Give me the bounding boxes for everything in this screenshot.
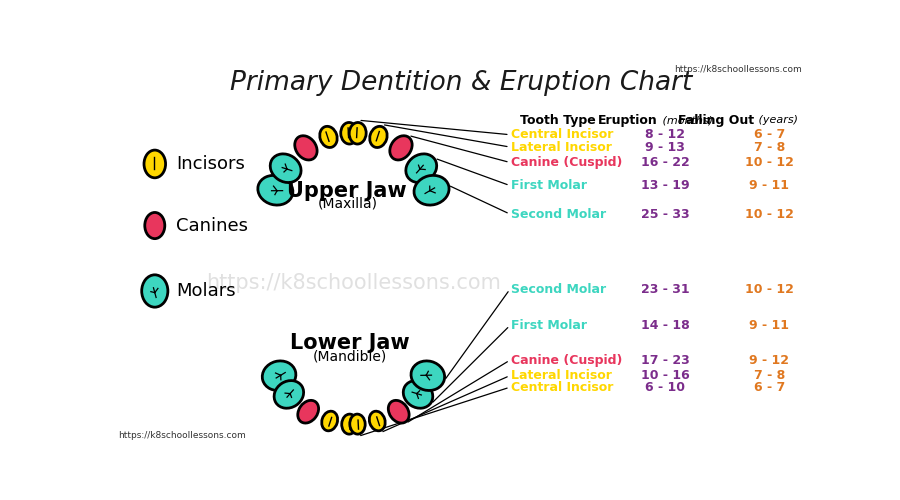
Text: Primary Dentition & Eruption Chart: Primary Dentition & Eruption Chart — [230, 70, 692, 96]
Ellipse shape — [369, 411, 385, 431]
Ellipse shape — [411, 361, 445, 390]
Text: Lateral Incisor: Lateral Incisor — [511, 140, 612, 153]
Ellipse shape — [298, 400, 319, 423]
Text: 16 - 22: 16 - 22 — [641, 156, 689, 169]
Text: Lower Jaw: Lower Jaw — [290, 334, 410, 353]
Text: Falling Out: Falling Out — [678, 114, 754, 126]
Text: 9 - 11: 9 - 11 — [749, 179, 789, 192]
Text: (Mandible): (Mandible) — [312, 350, 387, 364]
Ellipse shape — [274, 380, 303, 408]
Text: 10 - 12: 10 - 12 — [745, 156, 794, 169]
Text: 25 - 33: 25 - 33 — [641, 208, 689, 220]
Text: Molars: Molars — [176, 282, 236, 300]
Text: 9 - 13: 9 - 13 — [645, 140, 685, 153]
Ellipse shape — [321, 411, 338, 431]
Text: Lateral Incisor: Lateral Incisor — [511, 369, 612, 382]
Text: 6 - 7: 6 - 7 — [753, 128, 785, 141]
Ellipse shape — [342, 414, 357, 434]
Text: 13 - 19: 13 - 19 — [641, 179, 689, 192]
Text: 8 - 12: 8 - 12 — [645, 128, 685, 141]
Ellipse shape — [350, 414, 365, 434]
Ellipse shape — [370, 126, 387, 148]
Text: 10 - 12: 10 - 12 — [745, 208, 794, 220]
Text: Incisors: Incisors — [176, 155, 245, 173]
Ellipse shape — [388, 400, 410, 423]
Text: Second Molar: Second Molar — [511, 208, 607, 220]
Text: Canine (Cuspid): Canine (Cuspid) — [511, 156, 623, 169]
Ellipse shape — [270, 154, 302, 182]
Text: Tooth Type: Tooth Type — [519, 114, 596, 126]
Text: 10 - 12: 10 - 12 — [745, 283, 794, 296]
Ellipse shape — [403, 380, 433, 408]
Text: 7 - 8: 7 - 8 — [753, 140, 785, 153]
Ellipse shape — [141, 275, 168, 307]
Text: (months): (months) — [659, 115, 713, 125]
Text: Canine (Cuspid): Canine (Cuspid) — [511, 354, 623, 367]
Text: 9 - 11: 9 - 11 — [749, 319, 789, 332]
Text: 23 - 31: 23 - 31 — [641, 283, 689, 296]
Text: 7 - 8: 7 - 8 — [753, 369, 785, 382]
Text: 9 - 12: 9 - 12 — [749, 354, 789, 367]
Ellipse shape — [390, 136, 412, 160]
Ellipse shape — [349, 122, 366, 144]
Text: 6 - 10: 6 - 10 — [645, 381, 685, 394]
Text: 14 - 18: 14 - 18 — [641, 319, 689, 332]
Text: Canines: Canines — [176, 216, 248, 234]
Text: Eruption: Eruption — [598, 114, 658, 126]
Text: Second Molar: Second Molar — [511, 283, 607, 296]
Text: https://k8schoollessons.com: https://k8schoollessons.com — [675, 66, 803, 74]
Ellipse shape — [145, 212, 165, 238]
Text: Central Incisor: Central Incisor — [511, 128, 614, 141]
Text: (years): (years) — [755, 115, 798, 125]
Text: Upper Jaw: Upper Jaw — [287, 181, 407, 201]
Ellipse shape — [144, 150, 166, 178]
Ellipse shape — [320, 126, 338, 148]
Ellipse shape — [257, 176, 292, 205]
Text: 10 - 16: 10 - 16 — [641, 369, 689, 382]
Ellipse shape — [341, 122, 357, 144]
Text: Central Incisor: Central Incisor — [511, 381, 614, 394]
Text: 17 - 23: 17 - 23 — [641, 354, 689, 367]
Ellipse shape — [295, 136, 317, 160]
Text: 6 - 7: 6 - 7 — [753, 381, 785, 394]
Ellipse shape — [262, 361, 296, 390]
Text: https://k8schoollessons.com: https://k8schoollessons.com — [206, 274, 501, 293]
Text: https://k8schoollessons.com: https://k8schoollessons.com — [119, 432, 247, 440]
Ellipse shape — [406, 154, 436, 182]
Ellipse shape — [414, 176, 449, 205]
Text: First Molar: First Molar — [511, 319, 588, 332]
Text: (Maxilla): (Maxilla) — [318, 197, 377, 211]
Text: First Molar: First Molar — [511, 179, 588, 192]
